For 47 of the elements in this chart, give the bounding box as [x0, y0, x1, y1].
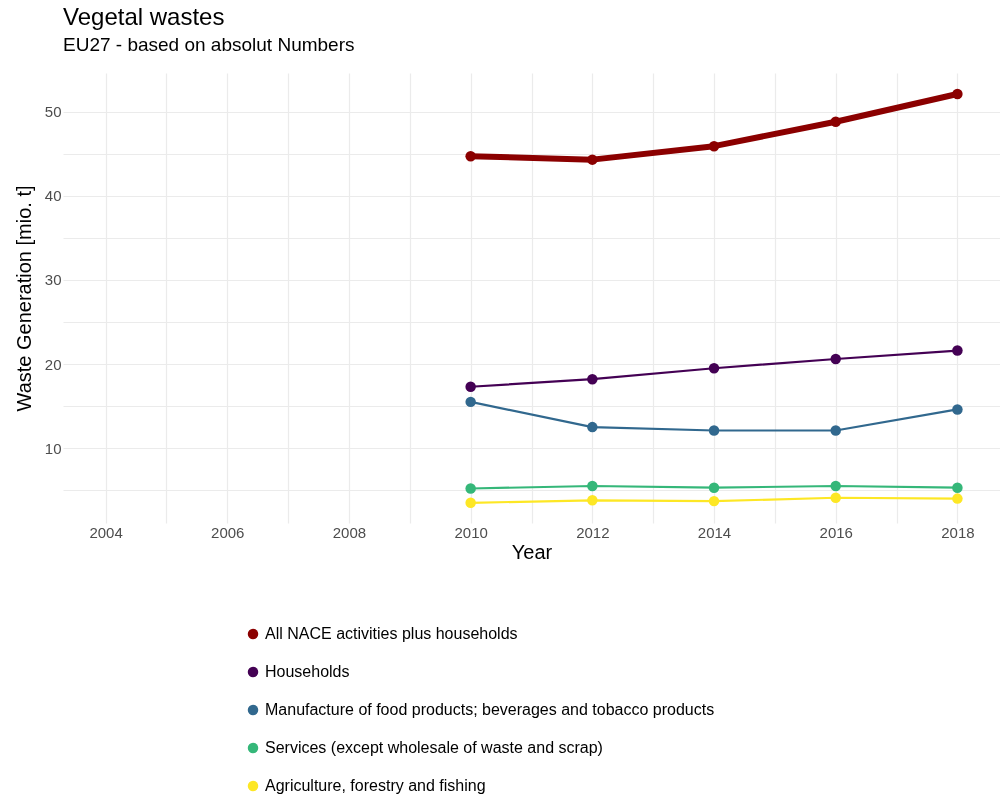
y-axis-title: Waste Generation [mio. t] — [12, 185, 35, 412]
legend-label: All NACE activities plus households — [265, 625, 518, 642]
point — [830, 116, 841, 128]
point — [465, 483, 476, 494]
y-tick-label: 40 — [44, 187, 62, 205]
point — [830, 425, 841, 436]
point — [708, 495, 720, 507]
y-tick-label: 30 — [44, 271, 62, 289]
point — [465, 381, 476, 392]
legend-label: Agriculture, forestry and fishing — [265, 777, 486, 794]
x-tick-label: 2018 — [941, 523, 975, 541]
point — [952, 493, 963, 504]
point — [708, 482, 720, 493]
y-tick-label: 10 — [44, 439, 62, 457]
point — [952, 88, 963, 100]
point — [830, 492, 841, 503]
point — [708, 140, 720, 152]
point — [587, 421, 598, 433]
legend-label: Households — [265, 663, 350, 680]
chart-title: Vegetal wastes — [63, 3, 225, 30]
point — [952, 345, 963, 356]
point — [708, 363, 720, 374]
point — [587, 480, 598, 492]
point — [952, 404, 963, 415]
point — [830, 353, 841, 365]
x-tick-label: 2012 — [576, 523, 610, 541]
point — [952, 482, 963, 493]
point — [587, 373, 598, 385]
point — [465, 396, 476, 408]
legend-label: Manufacture of food products; beverages and tobacco products — [265, 701, 715, 718]
x-tick-label: 2016 — [819, 523, 853, 541]
x-tick-label: 2006 — [211, 523, 245, 541]
point — [587, 495, 598, 506]
x-axis-title: Year — [511, 540, 553, 563]
point — [830, 480, 841, 492]
y-tick-label: 50 — [44, 103, 62, 121]
legend-label: Services (except wholesale of waste and scrap) — [265, 739, 603, 756]
x-tick-label: 2014 — [697, 523, 732, 541]
point — [587, 154, 598, 165]
x-tick-label: 2010 — [454, 523, 488, 541]
chart-subtitle: EU27 - based on absolut Numbers — [63, 34, 355, 55]
x-tick-label: 2008 — [332, 523, 367, 541]
y-tick-label: 20 — [44, 355, 62, 373]
point — [465, 151, 476, 162]
point — [708, 425, 720, 436]
point — [465, 497, 476, 509]
x-tick-label: 2004 — [89, 523, 123, 541]
